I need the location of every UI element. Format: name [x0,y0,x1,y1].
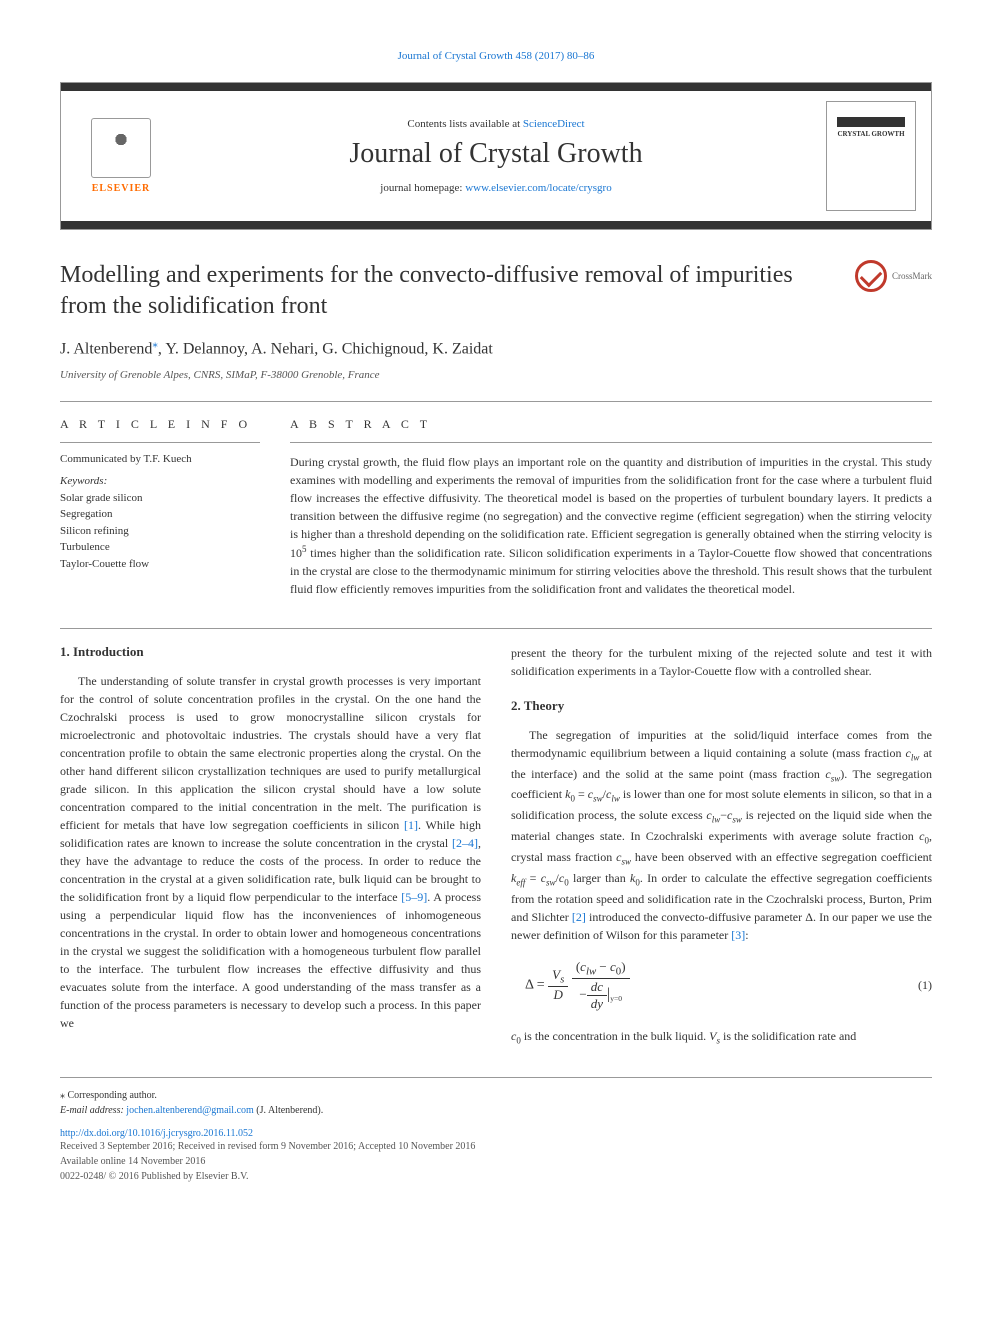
equation: Δ = VsD (clw − c0)−dcdy|y=0 (1) [511,959,932,1012]
authors: J. Altenberend⁎, Y. Delannoy, A. Nehari,… [60,337,932,358]
corresponding-author: ⁎ Corresponding author. [60,1088,932,1103]
available-online: Available online 14 November 2016 [60,1154,932,1169]
sciencedirect-link[interactable]: ScienceDirect [523,118,585,130]
citation-link[interactable]: [3] [731,928,745,942]
left-column: 1. Introduction The understanding of sol… [60,644,481,1048]
citation-link[interactable]: [1] [404,818,418,832]
crossmark-icon [855,260,887,292]
right-column: present the theory for the turbulent mix… [511,644,932,1048]
keyword: Silicon refining [60,523,260,540]
journal-header: ELSEVIER Contents lists available at Sci… [60,82,932,230]
citation-link[interactable]: [2–4] [452,836,478,850]
email-link[interactable]: jochen.altenberend@gmail.com [126,1105,254,1116]
doi-link[interactable]: http://dx.doi.org/10.1016/j.jcrysgro.201… [60,1128,932,1139]
journal-cover-thumb: CRYSTAL GROWTH [826,101,916,211]
section-heading-intro: 1. Introduction [60,644,481,660]
body-paragraph: present the theory for the turbulent mix… [511,644,932,680]
received-dates: Received 3 September 2016; Received in r… [60,1139,932,1154]
body-paragraph: The understanding of solute transfer in … [60,672,481,1032]
body-paragraph: The segregation of impurities at the sol… [511,726,932,944]
section-heading-theory: 2. Theory [511,698,932,714]
abstract-text: During crystal growth, the fluid flow pl… [290,453,932,598]
keywords-label: Keywords: [60,475,260,487]
contents-line: Contents lists available at ScienceDirec… [166,118,826,130]
article-info: A R T I C L E I N F O Communicated by T.… [60,417,260,598]
communicated-by: Communicated by T.F. Kuech [60,453,260,465]
publisher-logo: ELSEVIER [76,106,166,206]
keyword: Segregation [60,506,260,523]
footnotes: ⁎ Corresponding author. E-mail address: … [60,1077,932,1184]
affiliation: University of Grenoble Alpes, CNRS, SIMa… [60,369,932,381]
email-line: E-mail address: jochen.altenberend@gmail… [60,1103,932,1118]
equation-number: (1) [918,978,932,993]
copyright: 0022-0248/ © 2016 Published by Elsevier … [60,1169,932,1184]
journal-citation-link[interactable]: Journal of Crystal Growth 458 (2017) 80–… [60,50,932,62]
homepage-link[interactable]: www.elsevier.com/locate/crysgro [465,182,612,194]
keyword: Turbulence [60,539,260,556]
crossmark-badge[interactable]: CrossMark [855,260,932,292]
article-info-heading: A R T I C L E I N F O [60,417,260,432]
article-title: Modelling and experiments for the convec… [60,260,835,322]
abstract-heading: A B S T R A C T [290,417,932,432]
citation-link[interactable]: [2] [572,910,586,924]
citation-link[interactable]: [5–9] [401,890,427,904]
homepage-line: journal homepage: www.elsevier.com/locat… [166,182,826,194]
keyword: Taylor-Couette flow [60,556,260,573]
abstract: A B S T R A C T During crystal growth, t… [290,417,932,598]
body-paragraph: c0 is the concentration in the bulk liqu… [511,1027,932,1048]
journal-name: Journal of Crystal Growth [166,138,826,170]
keyword: Solar grade silicon [60,490,260,507]
